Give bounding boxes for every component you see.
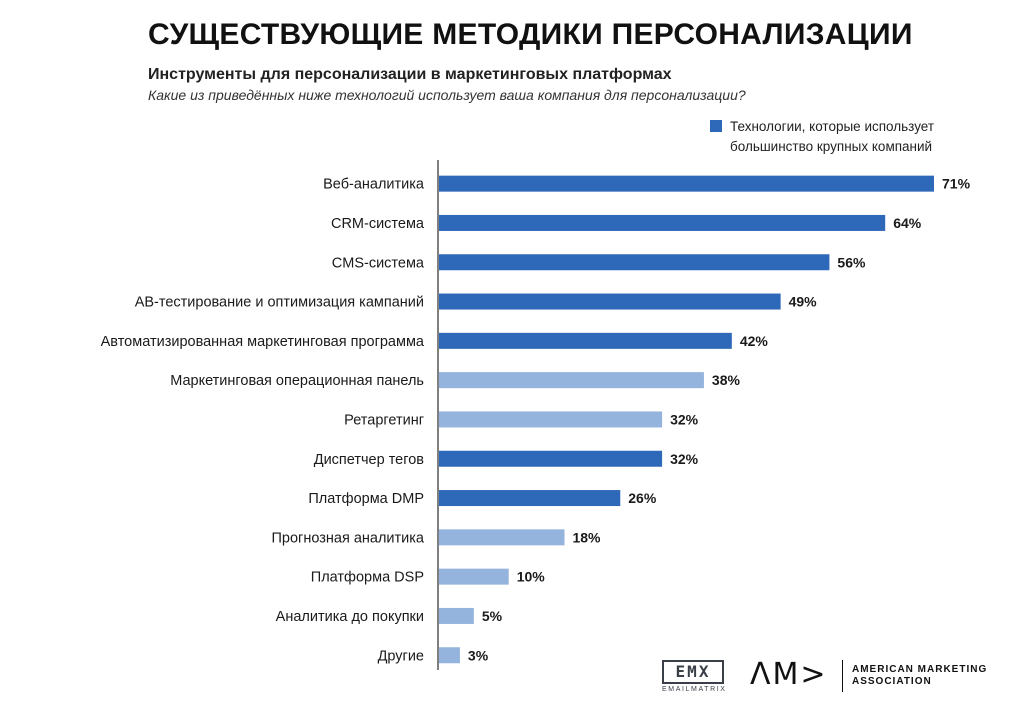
value-label: 32% bbox=[670, 451, 699, 467]
category-label: Прогнозная аналитика bbox=[271, 530, 424, 546]
category-label: Аналитика до покупки bbox=[276, 609, 424, 625]
category-label: АВ-тестирование и оптимизация кампаний bbox=[135, 295, 424, 311]
ama-logo: ΛM> bbox=[750, 657, 828, 692]
bar bbox=[439, 214, 886, 231]
ama-name-line-1: AMERICAN MARKETING bbox=[852, 664, 988, 675]
bar bbox=[439, 411, 663, 428]
value-label: 64% bbox=[893, 215, 922, 231]
ama-logo-name: AMERICAN MARKETING ASSOCIATION bbox=[852, 664, 1002, 688]
category-label: Маркетинговая операционная панель bbox=[170, 373, 424, 389]
ama-logo-divider bbox=[842, 660, 843, 692]
bar bbox=[439, 372, 704, 389]
logos: EMX EMAILMATRIX ΛM> AMERICAN MARKETING A… bbox=[662, 658, 1002, 698]
bar bbox=[439, 647, 460, 664]
value-label: 56% bbox=[837, 254, 866, 270]
bar bbox=[439, 568, 509, 585]
value-label: 26% bbox=[628, 490, 657, 506]
value-label: 10% bbox=[517, 569, 546, 585]
ama-name-line-2: ASSOCIATION bbox=[852, 676, 932, 687]
bar-chart: Веб-аналитика 71% CRM-система 64% CMS-систем… bbox=[101, 160, 971, 670]
category-label: Платформа DMP bbox=[308, 491, 424, 507]
legend-swatch bbox=[710, 120, 722, 132]
bar bbox=[439, 607, 474, 624]
value-label: 49% bbox=[789, 294, 818, 310]
survey-question: Какие из приведённых ниже технологий исп… bbox=[148, 87, 746, 103]
chart-subtitle: Инструменты для персонализации в маркети… bbox=[148, 66, 672, 83]
category-label: CRM-система bbox=[331, 216, 425, 232]
page-title: СУЩЕСТВУЮЩИЕ МЕТОДИКИ ПЕРСОНАЛИЗАЦИИ bbox=[148, 18, 913, 51]
category-label: Веб-аналитика bbox=[323, 177, 425, 193]
category-label: Диспетчер тегов bbox=[314, 452, 425, 468]
category-label: Другие bbox=[378, 648, 424, 664]
value-label: 71% bbox=[942, 176, 971, 192]
value-label: 38% bbox=[712, 372, 741, 388]
bar bbox=[439, 332, 732, 349]
emx-logo-name: EMAILMATRIX bbox=[662, 686, 727, 693]
emx-logo: EMX bbox=[662, 660, 724, 684]
bar bbox=[439, 529, 565, 546]
category-label: CMS-система bbox=[332, 255, 425, 271]
value-label: 32% bbox=[670, 411, 699, 427]
bar bbox=[439, 254, 830, 271]
value-label: 5% bbox=[482, 608, 503, 624]
value-label: 3% bbox=[468, 647, 489, 663]
value-label: 18% bbox=[572, 529, 601, 545]
category-label: Ретаргетинг bbox=[344, 412, 424, 428]
bar bbox=[439, 490, 621, 507]
value-label: 42% bbox=[740, 333, 769, 349]
category-label: Платформа DSP bbox=[311, 570, 424, 586]
legend-label: Технологии, которые использует большинст… bbox=[730, 119, 935, 154]
bar bbox=[439, 293, 781, 310]
bar bbox=[439, 450, 663, 467]
bar bbox=[439, 175, 934, 192]
category-label: Автоматизированная маркетинговая програм… bbox=[101, 334, 425, 350]
